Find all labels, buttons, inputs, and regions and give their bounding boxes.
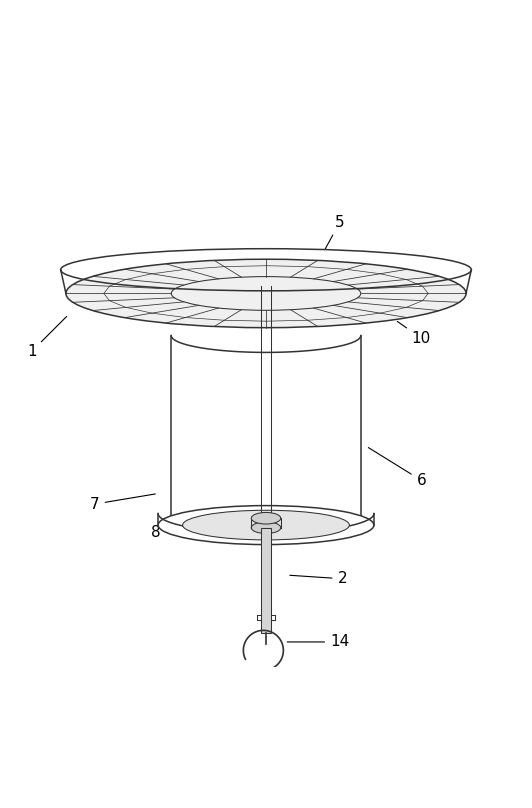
Text: 8: 8 [151,513,213,541]
Text: 5: 5 [325,215,345,249]
Ellipse shape [251,522,281,533]
Bar [261,528,271,633]
Text: 6: 6 [368,448,426,488]
Ellipse shape [66,259,466,328]
Text: 10: 10 [397,322,431,346]
Text: 7: 7 [90,494,155,511]
Text: 2: 2 [290,571,347,587]
Ellipse shape [182,511,350,540]
Polygon shape [171,335,361,525]
Ellipse shape [251,512,281,524]
Text: 1: 1 [27,317,66,359]
Ellipse shape [158,506,374,545]
Text: 14: 14 [287,634,350,650]
